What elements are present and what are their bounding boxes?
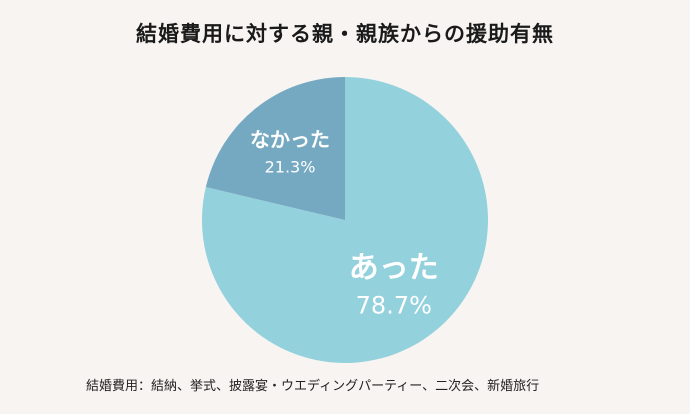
slice-value-label-2: 21.3%: [265, 157, 316, 176]
slice-label-1: あった: [349, 251, 439, 286]
footnote: 結婚費用：結納、挙式、披露宴・ウエディングパーティー、二次会、新婚旅行: [86, 379, 540, 394]
slice-label-2: なかった: [250, 127, 330, 151]
slice-value-label-1: 78.7%: [356, 292, 432, 320]
chart-title: 結婚費用に対する親・親族からの援助有無: [136, 22, 554, 46]
pie-slice-2: [205, 77, 345, 220]
